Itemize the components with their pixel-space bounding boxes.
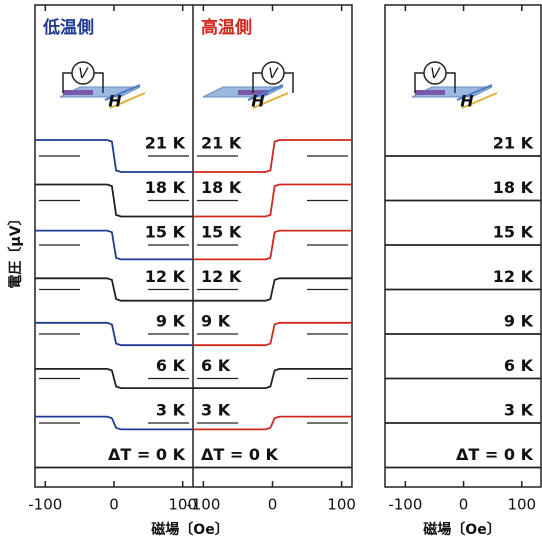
row-label: 15 K bbox=[145, 223, 186, 242]
x-tick-label: -100 bbox=[186, 496, 220, 514]
x-tick-label: -100 bbox=[388, 496, 422, 514]
row-label: ΔT = 0 K bbox=[456, 445, 534, 464]
row-label: 12 K bbox=[145, 267, 186, 286]
row-label: 6 K bbox=[504, 356, 534, 375]
x-tick-label: 100 bbox=[327, 496, 356, 514]
y-axis-label: 電圧〔μV〕 bbox=[7, 211, 24, 288]
row-label: 6 K bbox=[156, 356, 186, 375]
inset-bar bbox=[63, 90, 93, 95]
inset-h-label: H bbox=[460, 92, 474, 111]
inset-h-label: H bbox=[251, 92, 265, 111]
inset-v-label: V bbox=[430, 66, 441, 82]
row-label: 18 K bbox=[145, 178, 186, 197]
row-label: ΔT = 0 K bbox=[108, 445, 186, 464]
row-label: 18 K bbox=[493, 178, 534, 197]
row-label: 9 K bbox=[504, 312, 534, 331]
row-label: 9 K bbox=[201, 312, 231, 331]
x-axis-label: 磁場〔Oe〕 bbox=[423, 521, 500, 538]
row-label: 21 K bbox=[145, 134, 186, 153]
row-label: 9 K bbox=[156, 312, 186, 331]
x-axis-label: 磁場〔Oe〕 bbox=[151, 521, 228, 538]
row-label: 21 K bbox=[201, 134, 242, 153]
row-label: 15 K bbox=[493, 223, 534, 242]
row-label: 3 K bbox=[201, 401, 231, 420]
x-tick-label: 0 bbox=[268, 496, 278, 514]
row-label: 6 K bbox=[201, 356, 231, 375]
figure: 電圧〔μV〕 磁場〔Oe〕 磁場〔Oe〕 低温側VH-100010021 K18… bbox=[0, 0, 542, 543]
row-label: 12 K bbox=[201, 267, 242, 286]
row-label: 12 K bbox=[493, 267, 534, 286]
inset-v-label: V bbox=[268, 66, 279, 82]
x-tick-label: 0 bbox=[459, 496, 469, 514]
x-tick-label: -100 bbox=[28, 496, 62, 514]
x-tick-label: 0 bbox=[109, 496, 119, 514]
row-label: ΔT = 0 K bbox=[201, 445, 279, 464]
row-label: 18 K bbox=[201, 178, 242, 197]
inset-h-label: H bbox=[108, 92, 122, 111]
panel-title: 低温側 bbox=[42, 17, 94, 38]
panel-title: 高温側 bbox=[201, 17, 252, 38]
row-label: 21 K bbox=[493, 134, 534, 153]
row-label: 3 K bbox=[156, 401, 186, 420]
x-tick-label: 100 bbox=[507, 496, 536, 514]
inset-v-label: V bbox=[78, 66, 89, 82]
row-label: 3 K bbox=[504, 401, 534, 420]
inset-bar bbox=[415, 90, 445, 95]
row-label: 15 K bbox=[201, 223, 242, 242]
